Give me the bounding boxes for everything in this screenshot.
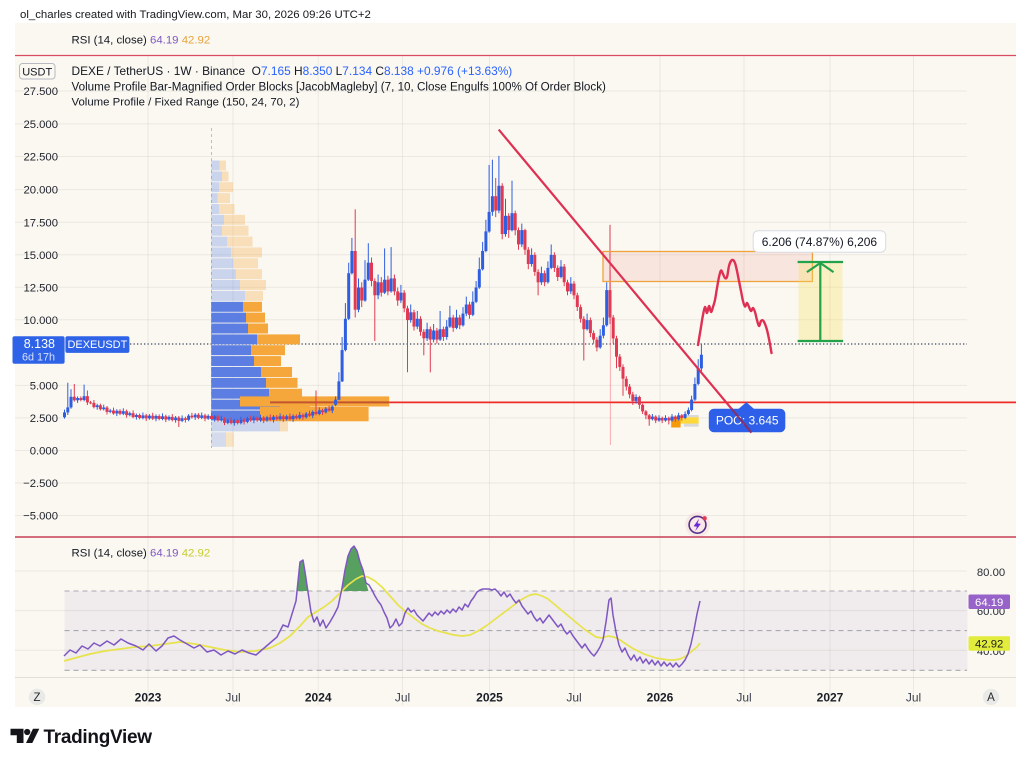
svg-text:ol_charles created with Tradin: ol_charles created with TradingView.com,… — [20, 9, 371, 21]
svg-text:Jul: Jul — [736, 691, 751, 705]
svg-text:POC: 3.645: POC: 3.645 — [716, 414, 779, 428]
svg-text:Jul: Jul — [225, 691, 240, 705]
svg-text:TradingView: TradingView — [44, 727, 153, 748]
svg-text:Volume Profile Bar-Magnified O: Volume Profile Bar-Magnified Order Block… — [72, 80, 607, 93]
svg-text:Jul: Jul — [906, 691, 921, 705]
svg-text:Z: Z — [33, 692, 40, 704]
svg-text:80.00: 80.00 — [977, 567, 1005, 579]
svg-text:6.206 (74.87%) 6,206: 6.206 (74.87%) 6,206 — [762, 235, 878, 249]
svg-text:A: A — [987, 692, 995, 704]
svg-text:USDT: USDT — [22, 66, 52, 78]
svg-text:DEXEUSDT: DEXEUSDT — [67, 339, 127, 351]
svg-text:2.500: 2.500 — [30, 413, 58, 425]
svg-text:DEXE / TetherUS · 1W · Binance: DEXE / TetherUS · 1W · Binance O7.165 H8… — [72, 64, 513, 78]
svg-text:64.19: 64.19 — [975, 597, 1003, 609]
svg-text:Jul: Jul — [566, 691, 581, 705]
svg-text:8.138: 8.138 — [24, 337, 55, 351]
svg-text:Volume Profile / Fixed Range (: Volume Profile / Fixed Range (150, 24, 7… — [72, 96, 300, 108]
svg-text:10.000: 10.000 — [23, 315, 58, 327]
svg-text:27.500: 27.500 — [23, 86, 58, 98]
svg-text:6d 17h: 6d 17h — [22, 352, 55, 364]
svg-text:RSI (14, close) 64.19 42.92: RSI (14, close) 64.19 42.92 — [72, 548, 211, 560]
svg-text:12.500: 12.500 — [23, 282, 58, 294]
svg-text:5.000: 5.000 — [30, 381, 58, 393]
svg-text:−5.000: −5.000 — [23, 511, 58, 523]
svg-text:0.000: 0.000 — [30, 446, 58, 458]
svg-text:20.000: 20.000 — [23, 185, 58, 197]
svg-text:2025: 2025 — [476, 691, 503, 705]
svg-text:17.500: 17.500 — [23, 217, 58, 229]
svg-text:22.500: 22.500 — [23, 152, 58, 164]
svg-text:15.000: 15.000 — [23, 250, 58, 262]
svg-text:Jul: Jul — [395, 691, 410, 705]
svg-text:2027: 2027 — [817, 691, 844, 705]
svg-text:25.000: 25.000 — [23, 119, 58, 131]
svg-text:2023: 2023 — [135, 691, 162, 705]
svg-text:2024: 2024 — [305, 691, 332, 705]
svg-text:−2.500: −2.500 — [23, 478, 58, 490]
svg-text:42.92: 42.92 — [975, 639, 1003, 651]
svg-text:2026: 2026 — [647, 691, 674, 705]
svg-text:RSI (14, close) 64.19 42.92: RSI (14, close) 64.19 42.92 — [72, 35, 211, 47]
